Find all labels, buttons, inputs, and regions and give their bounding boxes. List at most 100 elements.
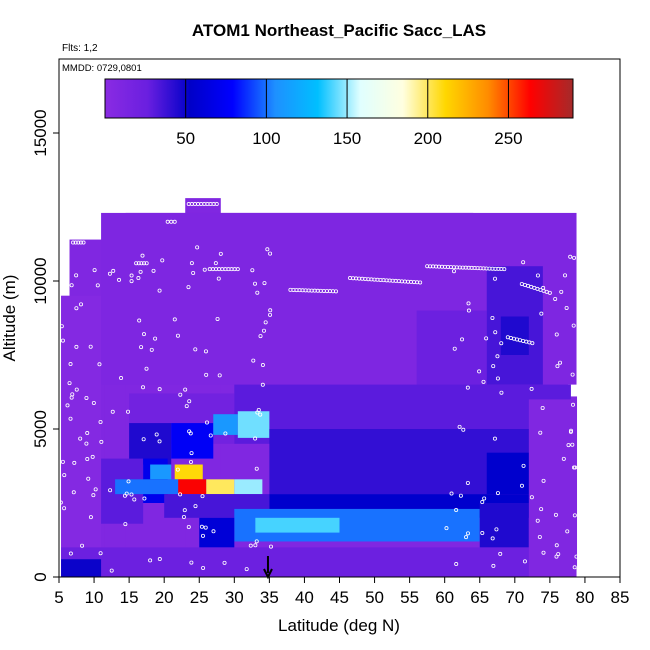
flight-track-point bbox=[465, 480, 470, 485]
flight-track-point bbox=[539, 311, 544, 316]
flight-track-point bbox=[199, 524, 204, 529]
flight-track-point bbox=[461, 427, 466, 432]
flight-track-point bbox=[494, 527, 499, 532]
x-tick-label: 70 bbox=[505, 588, 524, 607]
flight-track-point bbox=[498, 551, 503, 556]
flight-track-point bbox=[175, 333, 180, 338]
flight-track-point bbox=[481, 379, 486, 384]
flight-track-point bbox=[189, 560, 194, 565]
heat-cell bbox=[61, 547, 577, 577]
heat-cell bbox=[213, 414, 238, 435]
heat-cell bbox=[129, 423, 172, 465]
flight-track-point bbox=[110, 409, 115, 414]
flight-track-point bbox=[84, 395, 89, 400]
flight-track-point bbox=[572, 255, 577, 260]
flight-track-point bbox=[76, 240, 81, 245]
x-tick-label: 80 bbox=[575, 588, 594, 607]
x-axis: 5 10 15 20 25 30 35 40 45 50 55 60 65 70 75 80 85 bbox=[54, 576, 629, 607]
flight-track-point bbox=[54, 480, 57, 483]
flight-track-point bbox=[244, 567, 249, 572]
heat-cell bbox=[528, 399, 577, 577]
flight-track-point bbox=[495, 491, 500, 496]
flight-track-point bbox=[111, 268, 116, 273]
flight-track-point bbox=[68, 362, 73, 367]
flight-track-point bbox=[571, 402, 576, 407]
flight-track-point bbox=[252, 281, 257, 286]
flight-track-point bbox=[129, 273, 134, 278]
flight-track-point bbox=[97, 362, 102, 367]
flight-track-point bbox=[570, 372, 575, 377]
flight-track-point bbox=[91, 493, 96, 498]
flight-track-point bbox=[157, 387, 162, 392]
flight-track-point bbox=[204, 420, 209, 425]
flight-track-point bbox=[418, 280, 423, 285]
flight-track-point bbox=[182, 508, 187, 513]
flight-track-point bbox=[88, 515, 93, 520]
flight-track-point bbox=[62, 473, 67, 478]
flight-track-point bbox=[253, 436, 258, 441]
flight-track-point bbox=[529, 386, 534, 391]
flight-track-point bbox=[268, 251, 273, 256]
colorbar-tick-label: 50 bbox=[176, 129, 195, 148]
flight-track-point bbox=[539, 507, 544, 512]
flight-track-point bbox=[157, 439, 162, 444]
flight-track-point bbox=[202, 267, 207, 272]
flight-track-point bbox=[444, 526, 449, 531]
flight-track-point bbox=[99, 439, 104, 444]
flight-track-point bbox=[140, 253, 145, 258]
flight-track-point bbox=[123, 522, 128, 527]
flight-track-point bbox=[493, 276, 498, 281]
flight-track-point bbox=[79, 302, 84, 307]
x-tick-label: 50 bbox=[365, 588, 384, 607]
flight-track-point bbox=[262, 281, 267, 286]
flight-track-point bbox=[175, 467, 180, 472]
flight-track-point bbox=[540, 406, 545, 411]
flight-track-point bbox=[484, 336, 489, 341]
y-tick-label: 0 bbox=[31, 572, 50, 581]
flight-track-point bbox=[499, 341, 504, 346]
flight-track-point bbox=[124, 491, 129, 496]
colorbar-tick-label: 100 bbox=[252, 129, 280, 148]
flight-track-point bbox=[172, 219, 177, 224]
heatmap-layer bbox=[61, 198, 584, 577]
x-tick-label: 65 bbox=[470, 588, 489, 607]
flight-track-point bbox=[134, 261, 139, 266]
flight-track-point bbox=[178, 492, 183, 497]
flight-track-point bbox=[126, 409, 131, 414]
flight-track-point bbox=[553, 512, 558, 517]
flights-note: Flts: 1,2 bbox=[62, 43, 98, 54]
flight-track-point bbox=[189, 451, 194, 456]
colorbar-tick-label: 250 bbox=[494, 129, 522, 148]
flight-track-point bbox=[538, 430, 543, 435]
heat-cell bbox=[234, 479, 263, 495]
flight-track-point bbox=[458, 493, 463, 498]
flight-track-point bbox=[141, 437, 146, 442]
flight-track-point bbox=[69, 283, 74, 288]
flight-track-point bbox=[142, 261, 147, 266]
flight-track-point bbox=[132, 497, 137, 502]
flight-track-point bbox=[91, 400, 96, 405]
flight-track-point bbox=[142, 496, 147, 501]
flight-track-point bbox=[204, 372, 209, 377]
flight-track-point bbox=[186, 285, 191, 290]
heat-cell bbox=[237, 411, 270, 438]
flight-track-point bbox=[254, 466, 259, 471]
colorbar-tick-label: 150 bbox=[333, 129, 361, 148]
x-tick-label: 25 bbox=[190, 588, 209, 607]
flight-track-point bbox=[187, 429, 192, 434]
flight-track-point bbox=[90, 454, 95, 459]
flight-track-point bbox=[151, 268, 156, 273]
flight-track-point bbox=[555, 364, 560, 369]
flight-track-point bbox=[541, 478, 546, 483]
flight-track-point bbox=[561, 456, 566, 461]
heat-cell bbox=[206, 479, 235, 495]
flight-track-point bbox=[136, 276, 141, 281]
y-tick-label: 5000 bbox=[31, 410, 50, 448]
y-axis-label: Altitude (m) bbox=[0, 275, 19, 362]
flight-track-point bbox=[213, 261, 218, 266]
flight-track-point bbox=[138, 269, 143, 274]
flight-track-point bbox=[70, 392, 75, 397]
flight-track-point bbox=[67, 381, 72, 386]
flight-track-point bbox=[148, 558, 153, 563]
chart-title: ATOM1 Northeast_Pacific Sacc_LAS bbox=[192, 21, 486, 40]
